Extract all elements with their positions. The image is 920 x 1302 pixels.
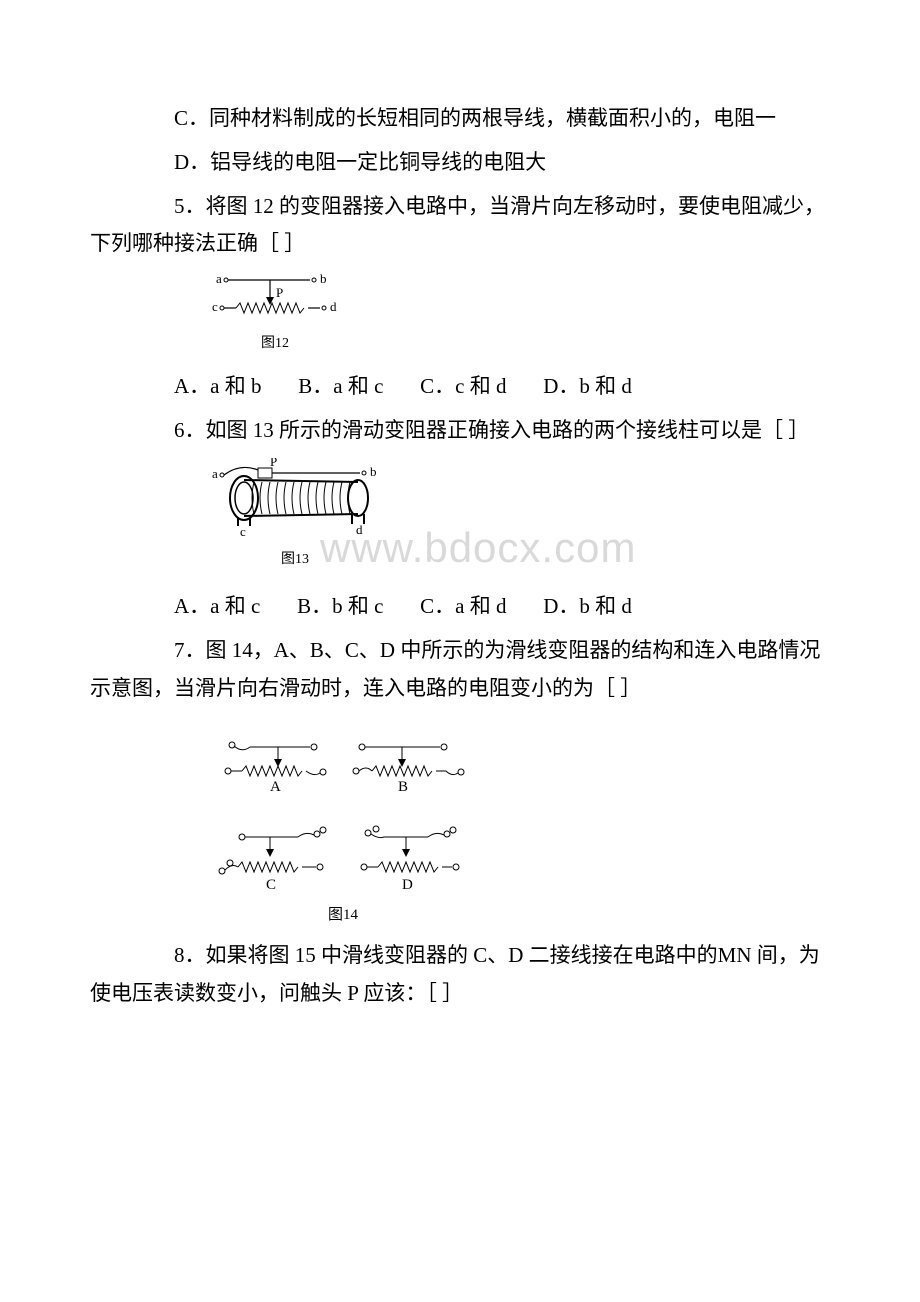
fig13-label-a: a (212, 466, 218, 481)
question-5-options: A．a 和 b B．a 和 c C．c 和 d D．b 和 d (90, 368, 830, 406)
fig12-label-c: c (212, 299, 218, 314)
q6-opt-d: D．b 和 d (543, 594, 632, 618)
option-d-text: D．铝导线的电阻一定比铜导线的电阻大 (90, 144, 830, 182)
q5-opt-a: A．a 和 b (174, 374, 262, 398)
fig12-label-a: a (216, 271, 222, 286)
fig13-label-c: c (240, 524, 246, 538)
fig12-caption: 图12 (210, 331, 340, 356)
q5-opt-d: D．b 和 d (543, 374, 632, 398)
question-6: 6．如图 13 所示的滑动变阻器正确接入电路的两个接线柱可以是［ ］ (90, 412, 830, 450)
fig12-label-p: P (276, 285, 283, 300)
fig13-label-d: d (356, 522, 363, 537)
question-8: 8．如果将图 15 中滑线变阻器的 C、D 二接线接在电路中的MN 间，为使电压… (90, 937, 830, 1013)
fig12-label-b: b (320, 271, 327, 286)
question-7: 7．图 14，A、B、C、D 中所示的为滑线变阻器的结构和连入电路情况示意图，当… (90, 632, 830, 708)
q6-opt-c: C．a 和 d (420, 594, 506, 618)
q5-opt-c: C．c 和 d (420, 374, 506, 398)
option-c-text: C．同种材料制成的长短相同的两根导线，横截面积小的，电阻一 (90, 100, 830, 138)
fig14-caption: 图14 (328, 906, 359, 923)
fig14-label-a: A (270, 779, 281, 795)
figure-12: a b P c d 图12 (210, 271, 370, 356)
question-5: 5．将图 12 的变阻器接入电路中，当滑片向左移动时，要使电阻减少，下列哪种接法… (90, 188, 830, 264)
figure-13: a P b c d 图13 (210, 458, 380, 572)
fig14-label-c: C (266, 877, 276, 893)
fig12-label-d: d (330, 299, 337, 314)
fig13-label-p: P (270, 458, 277, 469)
q6-opt-b: B．b 和 c (297, 594, 383, 618)
fig13-caption: 图13 (210, 547, 380, 572)
q5-opt-b: B．a 和 c (298, 374, 383, 398)
fig14-label-b: B (398, 779, 408, 795)
q6-opt-a: A．a 和 c (174, 594, 260, 618)
fig14-label-d: D (402, 877, 413, 893)
question-6-options: A．a 和 c B．b 和 c C．a 和 d D．b 和 d (90, 588, 830, 626)
fig13-label-b: b (370, 464, 377, 479)
figure-14: A B (210, 727, 470, 927)
